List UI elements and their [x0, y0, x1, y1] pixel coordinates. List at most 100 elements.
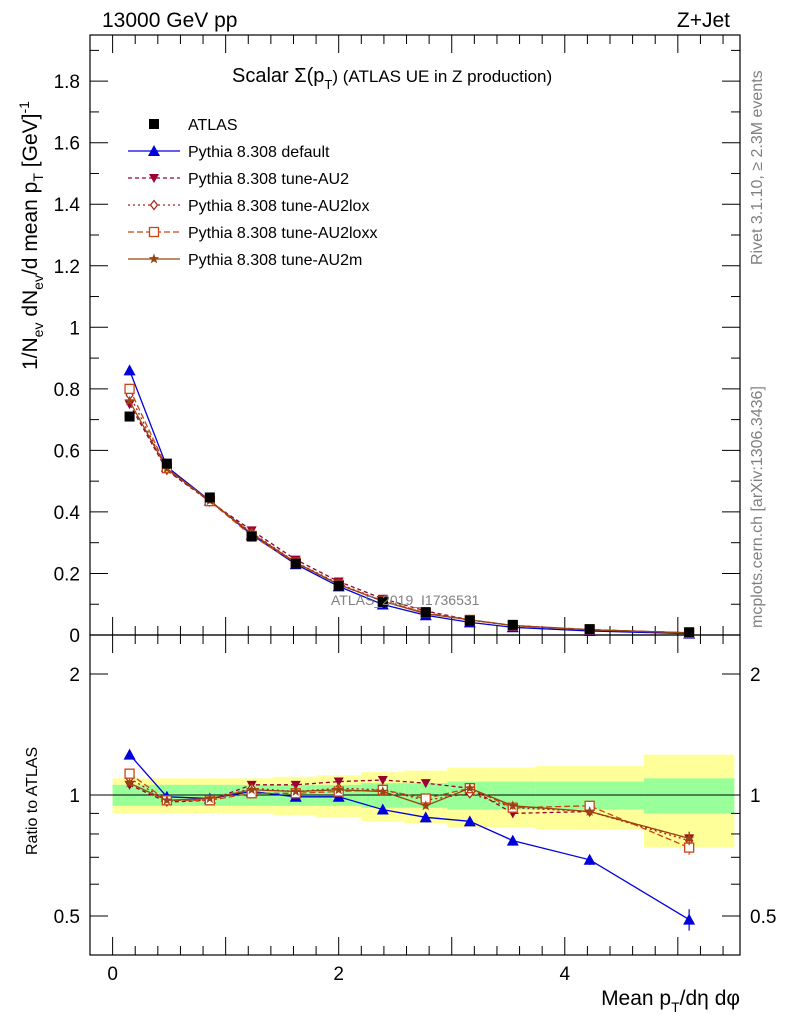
point-atlas-10 — [584, 624, 595, 635]
legend-marker-pythia-8-308-default — [148, 145, 160, 156]
ylabel-part-2: ev — [30, 275, 46, 290]
point-atlas-2 — [204, 492, 215, 503]
ratio-point-pythia-8-308-tune-au2m-1 — [161, 794, 173, 805]
ratio-point-pythia-8-308-default-8 — [463, 815, 476, 827]
line-pythia-8-308-tune-au2 — [129, 403, 690, 634]
header-right: Z+Jet — [677, 9, 730, 32]
ratio-point-pythia-8-308-default-9 — [506, 834, 519, 846]
legend-label-pythia-8-308-default: Pythia 8.308 default — [188, 144, 330, 161]
plot-title-main: Scalar Σ(p — [232, 65, 324, 87]
ratio-point-pythia-8-308-default-11 — [683, 913, 696, 925]
point-atlas-5 — [333, 580, 344, 591]
ratio-point-pythia-8-308-tune-au2m-8 — [464, 782, 476, 793]
band-inner-11 — [643, 778, 735, 814]
legend-label-pythia-8-308-tune-au2m: Pythia 8.308 tune-AU2m — [188, 252, 362, 269]
ratio-point-pythia-8-308-default-0 — [123, 748, 136, 760]
y-tick-label-2: 0.4 — [54, 503, 81, 524]
ratio-point-pythia-8-308-default-10 — [583, 853, 596, 865]
ratio-point-pythia-8-308-default-6 — [376, 803, 389, 815]
legend: ATLAS Pythia 8.308 default Pythia 8.308 tu… — [128, 117, 377, 269]
y-tick-label-0: 0 — [69, 626, 80, 647]
legend-marker-pythia-8-308-tune-au2lox — [149, 199, 159, 211]
point-atlas-1 — [161, 458, 172, 469]
x-tick-label-2: 4 — [559, 964, 570, 985]
side-text-rivet: Rivet 3.1.10, ≥ 2.3M events — [749, 70, 766, 265]
legend-label-pythia-8-308-tune-au2loxx: Pythia 8.308 tune-AU2loxx — [188, 225, 377, 242]
legend-label-atlas: ATLAS — [188, 117, 238, 134]
y-tick-label-7: 1.4 — [54, 195, 81, 216]
ratio-point-pythia-8-308-tune-au2m-2 — [204, 793, 216, 803]
point-atlas-0 — [124, 411, 135, 422]
plot-title: Scalar Σ(pT) (ATLAS UE in Z production) — [232, 65, 552, 92]
point-pythia-8-308-tune-au2-0 — [124, 400, 135, 410]
y-tick-label-8: 1.6 — [54, 134, 80, 155]
xlabel-main: Mean p — [601, 987, 671, 1010]
ratio-tick-label-left-0: 0.5 — [54, 907, 80, 928]
ratio-point-pythia-8-308-tune-au2m-6 — [377, 786, 388, 796]
plot-title-sub: T — [324, 77, 332, 92]
point-atlas-3 — [246, 531, 257, 542]
y-tick-label-9: 1.8 — [54, 72, 80, 93]
point-pythia-8-308-tune-au2m-0 — [124, 395, 135, 406]
point-pythia-8-308-default-0 — [123, 364, 136, 376]
ylabel-main: 1/N — [19, 337, 42, 370]
ratio-point-pythia-8-308-tune-au2-5 — [333, 777, 344, 787]
point-atlas-11 — [684, 627, 695, 638]
legend-marker-atlas — [149, 119, 159, 129]
legend-marker-pythia-8-308-tune-au2loxx — [148, 226, 160, 238]
xlabel-tail: /dη dφ — [680, 987, 740, 1010]
point-atlas-7 — [420, 607, 431, 618]
ratio-point-pythia-8-308-tune-au2-4 — [290, 780, 301, 790]
ratio-y-axis-label: Ratio to ATLAS — [24, 747, 41, 855]
plot-title-tail: ) (ATLAS UE in Z production) — [332, 67, 552, 86]
main-y-axis-label: 1/Nev dNev/d mean pT [GeV]-1 — [16, 101, 46, 370]
point-atlas-6 — [377, 596, 388, 607]
analysis-watermark: ATLAS_2019_I1736531 — [331, 592, 480, 608]
legend-marker-pythia-8-308-tune-au2 — [149, 174, 159, 183]
axis-ticks — [90, 35, 740, 955]
point-pythia-8-308-tune-au2loxx-0 — [124, 383, 135, 394]
y-tick-label-5: 1 — [69, 318, 80, 339]
ratio-line-pythia-8-308-tune-au2loxx — [129, 773, 690, 849]
ratio-point-pythia-8-308-tune-au2m-3 — [246, 784, 257, 795]
ratio-point-pythia-8-308-tune-au2m-7 — [420, 800, 431, 811]
ratio-point-pythia-8-308-tune-au2m-9 — [507, 800, 518, 811]
ylabel-part-3: /d mean p — [19, 182, 42, 275]
ratio-point-pythia-8-308-tune-au2m-4 — [290, 786, 301, 796]
legend-marker-pythia-8-308-tune-au2m — [148, 253, 160, 264]
y-tick-label-1: 0.2 — [54, 564, 80, 585]
legend-label-pythia-8-308-tune-au2lox: Pythia 8.308 tune-AU2lox — [188, 198, 369, 215]
point-atlas-9 — [507, 619, 518, 630]
ratio-point-pythia-8-308-tune-au2m-0 — [124, 777, 135, 788]
y-tick-label-6: 1.2 — [54, 257, 80, 278]
ylabel-part-4: T — [30, 173, 46, 182]
ylabel-part-0: ev — [30, 323, 46, 338]
xlabel-sub: T — [671, 999, 680, 1015]
ratio-point-pythia-8-308-tune-au2-7 — [420, 779, 431, 789]
ylabel-part-1: dN — [19, 290, 42, 323]
y-tick-label-3: 0.6 — [54, 441, 80, 462]
x-tick-label-0: 0 — [107, 964, 118, 985]
side-text-mcplots: mcplots.cern.ch [arXiv:1306.3436] — [749, 386, 766, 628]
ratio-line-pythia-8-308-tune-au2m — [129, 782, 690, 840]
x-tick-label-1: 2 — [333, 964, 344, 985]
ylabel-part-6: -1 — [16, 101, 32, 114]
ratio-point-pythia-8-308-tune-au2m-10 — [584, 806, 595, 816]
ratio-tick-label-right-2: 2 — [750, 665, 761, 686]
legend-label-pythia-8-308-tune-au2: Pythia 8.308 tune-AU2 — [188, 171, 349, 188]
point-atlas-4 — [290, 558, 301, 569]
header-left: 13000 GeV pp — [102, 9, 237, 32]
line-pythia-8-308-tune-au2m — [129, 400, 690, 634]
ratio-tick-label-left-1: 1 — [69, 786, 80, 807]
ratio-point-pythia-8-308-tune-au2loxx-0 — [124, 768, 135, 779]
ratio-point-pythia-8-308-default-7 — [419, 811, 432, 823]
y-tick-label-4: 0.8 — [54, 380, 80, 401]
ratio-point-pythia-8-308-tune-au2m-11 — [683, 832, 695, 843]
point-atlas-8 — [464, 615, 475, 626]
ratio-tick-label-left-2: 2 — [69, 665, 80, 686]
ratio-point-pythia-8-308-tune-au2-6 — [377, 775, 388, 785]
ratio-tick-label-right-1: 1 — [750, 786, 761, 807]
x-axis-label: Mean pT/dη dφ — [601, 987, 740, 1015]
ratio-point-pythia-8-308-tune-au2m-5 — [333, 784, 344, 795]
